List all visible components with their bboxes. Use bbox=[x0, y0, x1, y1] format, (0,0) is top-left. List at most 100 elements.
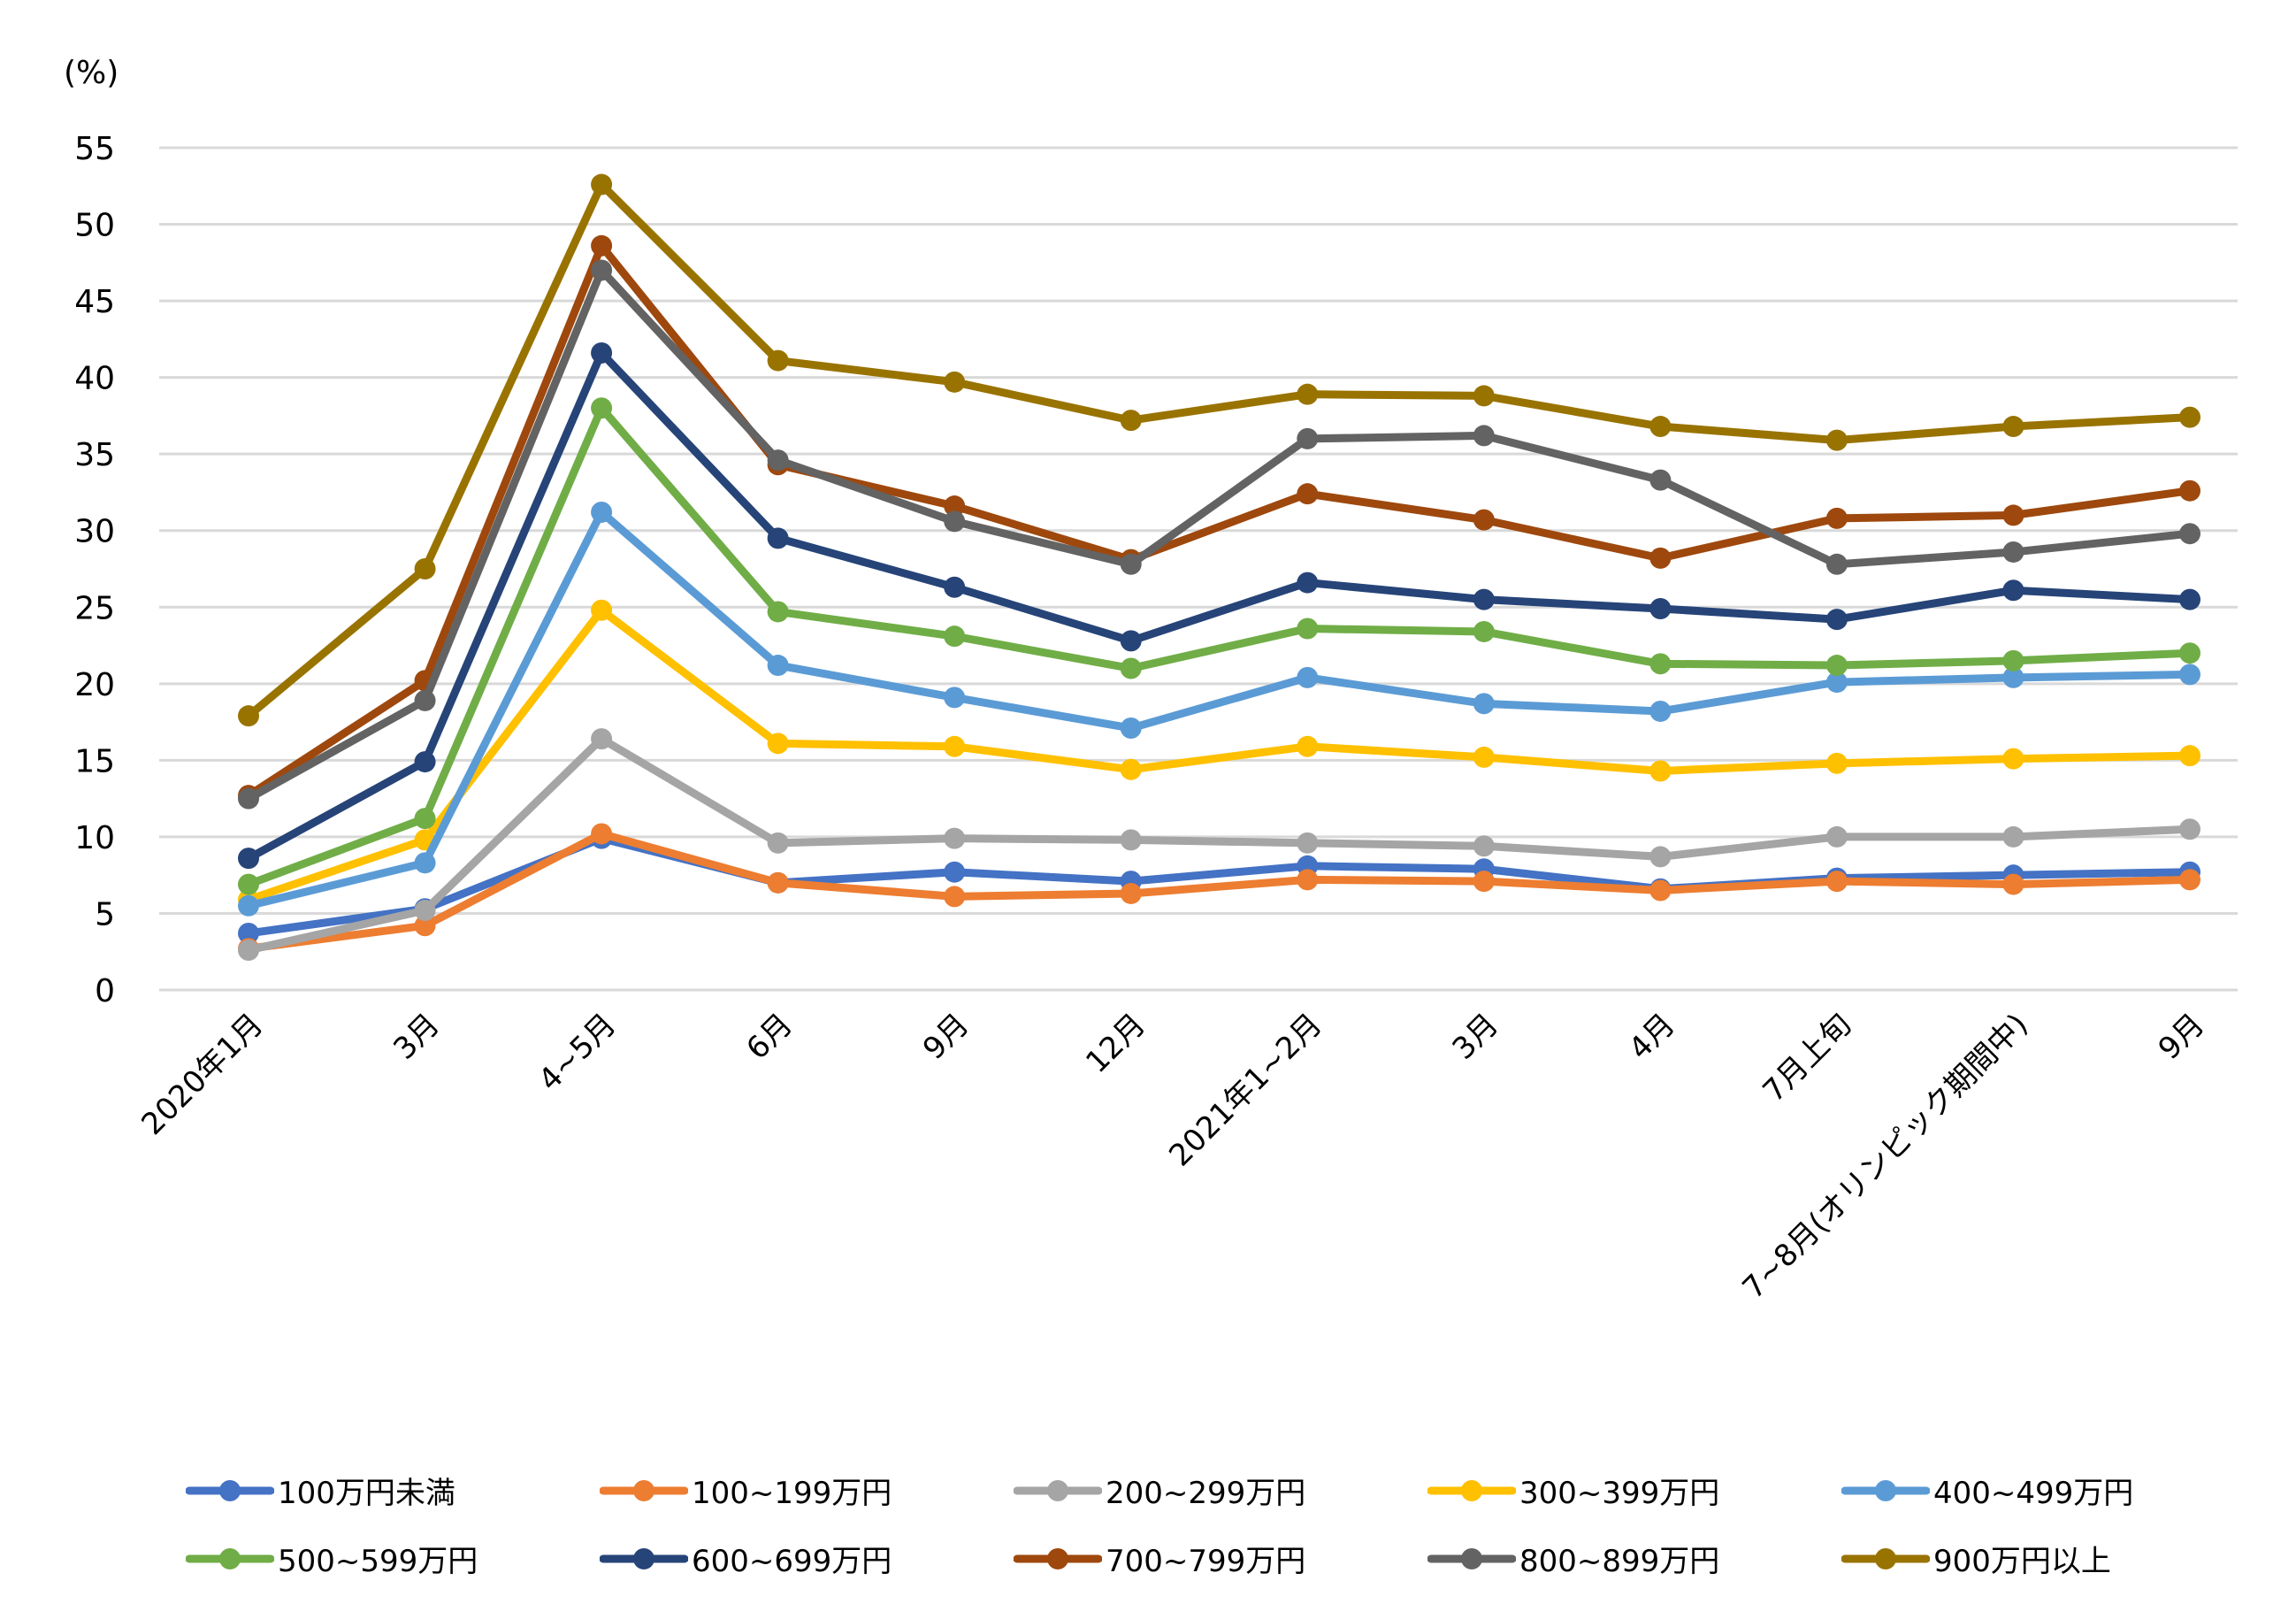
x-tick-label: 9月 bbox=[2152, 1007, 2212, 1067]
data-point bbox=[1297, 832, 1319, 854]
legend-label: 900万円以上 bbox=[1933, 1544, 2111, 1579]
data-point bbox=[238, 848, 259, 870]
y-tick-label: 10 bbox=[74, 820, 115, 856]
x-tick-label: 9月 bbox=[916, 1007, 976, 1067]
data-point bbox=[1120, 553, 1142, 575]
data-point bbox=[1649, 700, 1672, 722]
x-tick-label: 7月上旬 bbox=[1756, 1007, 1859, 1109]
data-point bbox=[2002, 825, 2024, 848]
series-5 bbox=[238, 397, 2200, 895]
data-point bbox=[944, 510, 966, 533]
data-point bbox=[2002, 666, 2024, 688]
data-point bbox=[1473, 871, 1495, 893]
legend-item: 400~499万円 bbox=[1841, 1469, 2133, 1512]
x-tick-label: 2020年1月 bbox=[135, 1007, 271, 1142]
series-line bbox=[246, 265, 2191, 802]
y-axis-ticks: 0 5 10 15 20 25 30 35 40 45 50 55 bbox=[74, 131, 115, 1009]
line-chart: 0 5 10 15 20 25 30 35 40 45 50 55 2020年1月 3月 4~5月 6月 9月… bbox=[74, 131, 2238, 1306]
data-point bbox=[944, 576, 966, 598]
data-point bbox=[2002, 416, 2024, 438]
y-tick-label: 0 bbox=[95, 973, 115, 1009]
data-point bbox=[1825, 609, 1848, 631]
data-point bbox=[1825, 825, 1848, 848]
data-point bbox=[414, 808, 436, 830]
data-point bbox=[591, 259, 613, 281]
data-point bbox=[1473, 693, 1495, 715]
legend-label: 100万円未満 bbox=[278, 1476, 455, 1511]
data-point bbox=[238, 894, 259, 917]
data-point bbox=[2179, 642, 2200, 664]
data-point bbox=[1649, 547, 1672, 569]
data-point bbox=[1825, 655, 1848, 677]
data-point bbox=[414, 751, 436, 773]
legend-marker-icon bbox=[1841, 1479, 1930, 1501]
data-point bbox=[414, 689, 436, 711]
data-point bbox=[1473, 746, 1495, 768]
data-point bbox=[1473, 835, 1495, 857]
data-point bbox=[2002, 748, 2024, 770]
data-point bbox=[591, 599, 613, 621]
series-line bbox=[246, 180, 2191, 719]
data-point bbox=[591, 234, 613, 257]
series-line bbox=[247, 606, 2191, 904]
data-point bbox=[1120, 882, 1142, 904]
series-line bbox=[248, 829, 2191, 953]
legend-marker-icon bbox=[186, 1547, 274, 1569]
data-point bbox=[2002, 579, 2024, 602]
y-tick-label: 50 bbox=[74, 208, 115, 244]
series-4 bbox=[238, 501, 2200, 917]
data-point bbox=[767, 871, 789, 894]
data-point bbox=[414, 899, 436, 921]
y-tick-label: 35 bbox=[74, 437, 115, 473]
data-point bbox=[591, 397, 613, 419]
data-point bbox=[2179, 664, 2200, 686]
data-point bbox=[591, 728, 613, 750]
data-point bbox=[1297, 483, 1319, 505]
data-point bbox=[1297, 572, 1319, 594]
series-9 bbox=[238, 173, 2200, 727]
data-point bbox=[1825, 429, 1848, 451]
data-point bbox=[2002, 541, 2024, 563]
data-point bbox=[1825, 507, 1848, 529]
data-point bbox=[767, 601, 789, 623]
data-point bbox=[2179, 406, 2200, 428]
legend-item: 500~599万円 bbox=[186, 1537, 478, 1580]
data-point bbox=[2179, 523, 2200, 545]
data-point bbox=[1297, 618, 1319, 640]
y-tick-label: 40 bbox=[74, 361, 115, 397]
data-point bbox=[944, 861, 966, 883]
legend-item: 200~299万円 bbox=[1014, 1469, 1305, 1512]
data-point bbox=[238, 787, 259, 810]
legend-label: 600~699万円 bbox=[692, 1544, 892, 1579]
series-line bbox=[247, 403, 2191, 888]
data-point bbox=[1473, 509, 1495, 531]
data-point bbox=[1120, 717, 1142, 740]
data-point bbox=[1649, 598, 1672, 620]
data-point bbox=[2002, 649, 2024, 671]
legend-label: 200~299万円 bbox=[1106, 1476, 1306, 1511]
data-point bbox=[767, 832, 789, 854]
data-point bbox=[2179, 818, 2200, 840]
data-point bbox=[1297, 735, 1319, 757]
data-point bbox=[1120, 410, 1142, 432]
y-tick-label: 15 bbox=[74, 743, 115, 779]
data-point bbox=[767, 349, 789, 372]
legend-item: 100万円未満 bbox=[186, 1469, 455, 1512]
data-point bbox=[238, 873, 259, 895]
data-point bbox=[1473, 425, 1495, 447]
x-tick-label: 4月 bbox=[1622, 1007, 1682, 1067]
data-point bbox=[767, 655, 789, 677]
legend-label: 800~899万円 bbox=[1519, 1544, 1720, 1579]
data-point bbox=[1120, 630, 1142, 652]
data-point bbox=[1297, 869, 1319, 891]
data-point bbox=[944, 495, 966, 518]
y-tick-label: 30 bbox=[74, 514, 115, 550]
y-axis-unit-label: (%) bbox=[64, 55, 119, 91]
series-line bbox=[246, 242, 2191, 799]
series-lines bbox=[238, 173, 2200, 961]
data-point bbox=[1120, 758, 1142, 780]
data-point bbox=[1649, 416, 1672, 438]
x-tick-label: 7~8月(オリンピック期間中) bbox=[1736, 1007, 2035, 1306]
legend-item: 300~399万円 bbox=[1427, 1469, 1719, 1512]
data-point bbox=[1297, 383, 1319, 405]
